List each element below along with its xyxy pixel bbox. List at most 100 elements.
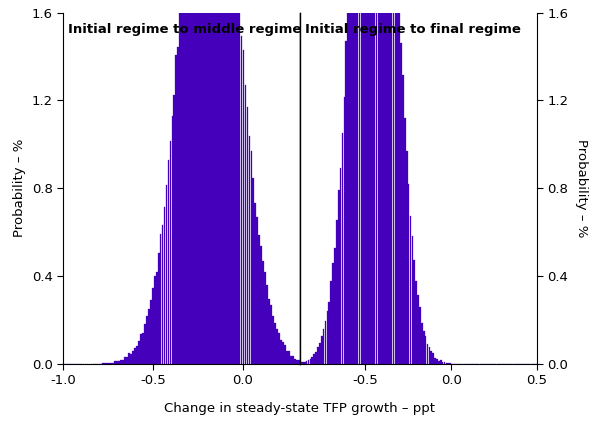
- Bar: [423, 331, 425, 364]
- Bar: [377, 0, 379, 364]
- Bar: [300, 363, 302, 364]
- Bar: [288, 352, 290, 364]
- Bar: [130, 354, 132, 364]
- Y-axis label: Probability – %: Probability – %: [575, 139, 588, 237]
- Bar: [364, 0, 366, 364]
- Bar: [398, 4, 400, 364]
- Bar: [349, 0, 351, 364]
- Bar: [347, 0, 349, 364]
- Bar: [260, 247, 262, 364]
- Bar: [152, 288, 154, 364]
- Bar: [310, 363, 311, 364]
- Bar: [391, 0, 392, 364]
- Bar: [304, 362, 305, 364]
- Bar: [389, 0, 391, 364]
- Bar: [132, 351, 134, 364]
- Bar: [421, 323, 423, 364]
- Bar: [170, 140, 172, 364]
- Bar: [334, 248, 336, 364]
- Bar: [138, 341, 140, 364]
- Bar: [428, 347, 430, 364]
- Bar: [175, 55, 177, 364]
- Bar: [317, 347, 319, 364]
- Bar: [112, 363, 114, 364]
- Bar: [156, 272, 158, 364]
- Bar: [376, 0, 377, 364]
- Bar: [278, 332, 280, 364]
- Bar: [242, 50, 244, 364]
- Bar: [114, 361, 116, 364]
- Bar: [338, 190, 340, 364]
- Bar: [298, 360, 300, 364]
- Bar: [109, 363, 110, 364]
- Bar: [203, 0, 205, 364]
- Bar: [280, 340, 282, 364]
- Bar: [126, 357, 128, 364]
- Bar: [332, 263, 334, 364]
- Bar: [442, 362, 443, 364]
- Bar: [336, 220, 338, 364]
- Bar: [341, 133, 343, 364]
- Bar: [415, 280, 417, 364]
- Bar: [427, 344, 428, 364]
- Bar: [419, 307, 421, 364]
- Bar: [184, 0, 185, 364]
- Bar: [304, 362, 305, 364]
- Bar: [191, 0, 193, 364]
- Bar: [274, 324, 276, 364]
- Bar: [245, 85, 247, 364]
- Bar: [325, 321, 326, 364]
- Bar: [284, 345, 286, 364]
- Bar: [110, 363, 112, 364]
- Bar: [306, 361, 307, 364]
- Bar: [340, 168, 341, 364]
- Bar: [219, 0, 221, 364]
- Bar: [167, 160, 169, 364]
- Bar: [361, 0, 362, 364]
- Bar: [443, 362, 445, 364]
- Bar: [353, 0, 355, 364]
- Bar: [328, 302, 330, 364]
- Bar: [207, 0, 209, 364]
- Bar: [313, 354, 315, 364]
- Bar: [306, 363, 308, 364]
- Bar: [265, 272, 266, 364]
- Bar: [433, 353, 434, 364]
- Bar: [178, 47, 179, 364]
- Bar: [106, 363, 108, 364]
- Bar: [128, 354, 130, 364]
- Bar: [359, 0, 361, 364]
- Bar: [372, 0, 374, 364]
- Bar: [311, 357, 313, 364]
- Bar: [408, 184, 409, 364]
- Bar: [195, 0, 197, 364]
- Bar: [400, 43, 402, 364]
- Bar: [344, 97, 345, 364]
- Bar: [374, 0, 376, 364]
- Bar: [142, 333, 144, 364]
- Bar: [236, 0, 239, 364]
- Bar: [217, 0, 219, 364]
- Bar: [294, 359, 296, 364]
- Bar: [286, 351, 288, 364]
- Bar: [302, 363, 304, 364]
- Bar: [270, 305, 272, 364]
- Bar: [357, 0, 358, 364]
- Bar: [253, 178, 254, 364]
- Bar: [413, 260, 415, 364]
- Bar: [158, 253, 160, 364]
- Bar: [314, 363, 316, 364]
- Bar: [292, 356, 294, 364]
- Bar: [189, 0, 191, 364]
- Bar: [379, 0, 381, 364]
- Bar: [233, 0, 235, 364]
- Bar: [404, 118, 406, 364]
- Text: Change in steady-state TFP growth – ppt: Change in steady-state TFP growth – ppt: [164, 402, 436, 415]
- Bar: [160, 234, 161, 364]
- Bar: [412, 236, 413, 364]
- Bar: [382, 0, 383, 364]
- Bar: [231, 0, 233, 364]
- Bar: [229, 0, 230, 364]
- Bar: [434, 357, 436, 364]
- Bar: [268, 299, 270, 364]
